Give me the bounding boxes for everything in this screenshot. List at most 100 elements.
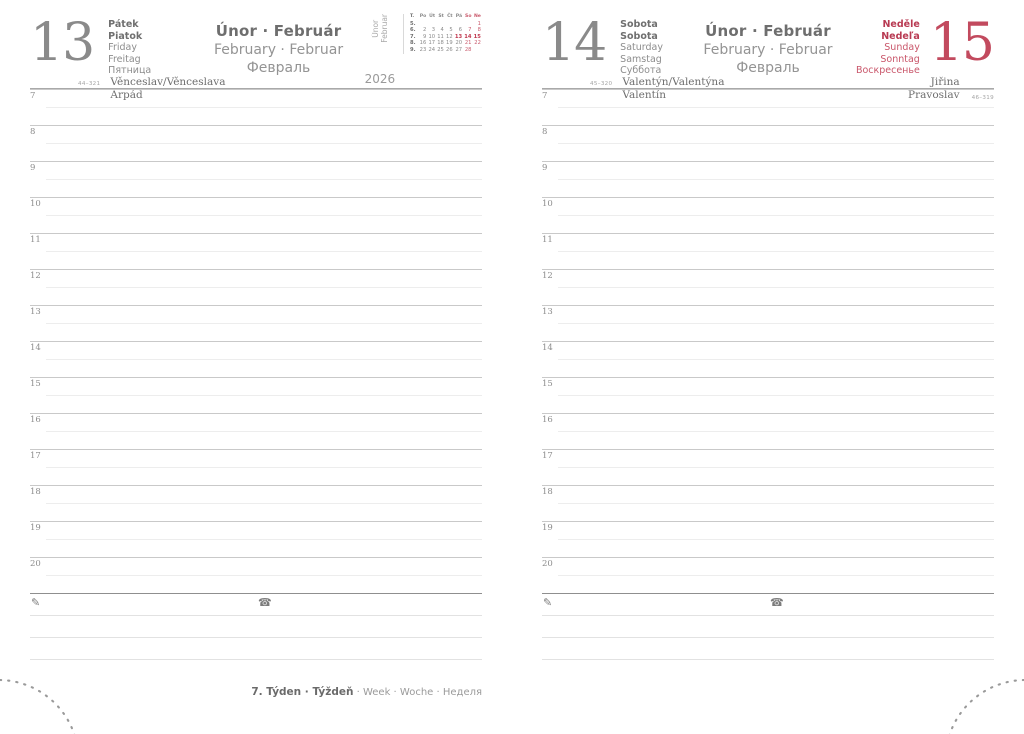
mini-day-cell: 27 (455, 47, 463, 54)
hour-row[interactable]: 8 (542, 125, 994, 161)
notes-cell-memo-left[interactable]: ✎ (30, 594, 256, 615)
notes-cell-phone-right[interactable]: ☎ (768, 594, 994, 615)
weekday-sk: Piatok (108, 30, 143, 42)
day-header-friday: 13 Pátek Piatok Friday Freitag Пятница Ú… (0, 0, 512, 101)
half-hour-rule (558, 431, 994, 432)
mini-day-cell (463, 21, 472, 28)
notes-cell-phone-right[interactable] (768, 660, 994, 681)
mini-day-cell: 16 (419, 40, 427, 47)
weekday-names-15: Neděle Nedeľa Sunday Sonntag Воскресенье (836, 14, 920, 77)
page-left: 13 Pátek Piatok Friday Freitag Пятница Ú… (0, 0, 512, 734)
hour-row[interactable]: 11 (542, 233, 994, 269)
notes-block-left[interactable]: ✎ ☎ (30, 593, 482, 681)
notes-cell-phone-right[interactable] (768, 638, 994, 659)
hour-label: 19 (542, 523, 553, 533)
notes-cell-memo-right[interactable]: ✎ (542, 594, 768, 615)
mini-calendar-week-row: 8. 16 17 18 19 20 21 22 (409, 40, 482, 47)
hour-label: 15 (30, 379, 41, 389)
half-hour-rule (46, 143, 482, 144)
notes-cell-memo-left[interactable] (30, 616, 256, 637)
hour-row[interactable]: 7 (542, 89, 994, 125)
notes-row[interactable]: ✎ ☎ (30, 594, 482, 616)
hour-row[interactable]: 20 (30, 557, 482, 593)
weekday-ru: Суббота (620, 65, 662, 76)
month-title-right: Únor · Február February · Februar Феврал… (700, 14, 836, 76)
week-footer-left: 7. Týden · Týždeň · Week · Woche · Недел… (30, 686, 482, 698)
mini-week-number: 7. (409, 33, 416, 40)
notes-cell-phone-left[interactable]: ☎ (256, 594, 482, 615)
hour-row[interactable]: 11 (30, 233, 482, 269)
hour-rule (30, 269, 482, 270)
hour-row[interactable]: 7 (30, 89, 482, 125)
notes-row[interactable] (542, 616, 994, 638)
weekday-en: Sunday (884, 42, 920, 53)
hour-label: 9 (30, 163, 36, 173)
hour-row[interactable]: 19 (542, 521, 994, 557)
mini-calendar-table: T. Po Út St Čt Pá So Ne 5. 1 6. 2 3 4 5 6 7 8 7. 9 1… (409, 14, 482, 54)
hour-row[interactable]: 14 (30, 341, 482, 377)
hour-row[interactable]: 17 (30, 449, 482, 485)
hour-grid-right[interactable]: 7 8 9 10 11 12 13 14 15 16 17 18 19 20 (542, 89, 994, 593)
hour-row[interactable]: 16 (30, 413, 482, 449)
hour-row[interactable]: 13 (542, 305, 994, 341)
notes-row[interactable]: ✎ ☎ (542, 594, 994, 616)
notes-cell-memo-right[interactable] (542, 638, 768, 659)
hour-rule (542, 413, 994, 414)
notes-row[interactable] (30, 638, 482, 660)
hour-label: 7 (30, 91, 36, 101)
half-hour-rule (46, 431, 482, 432)
notes-row[interactable] (542, 660, 994, 681)
mini-day-cell: 28 (464, 47, 472, 54)
hour-row[interactable]: 20 (542, 557, 994, 593)
half-hour-rule (46, 539, 482, 540)
hour-row[interactable]: 9 (30, 161, 482, 197)
mini-day-cell: 11 (437, 33, 444, 40)
notes-block-right[interactable]: ✎ ☎ (542, 593, 994, 681)
half-hour-rule (46, 287, 482, 288)
hour-row[interactable]: 10 (30, 197, 482, 233)
notes-cell-phone-right[interactable] (768, 616, 994, 637)
hour-row[interactable]: 12 (542, 269, 994, 305)
notes-row[interactable] (30, 616, 482, 638)
hour-rule (30, 341, 482, 342)
hour-label: 13 (30, 307, 41, 317)
hour-row[interactable]: 9 (542, 161, 994, 197)
hour-rule (30, 161, 482, 162)
mini-day-cell: 14 (464, 33, 472, 40)
half-hour-rule (558, 323, 994, 324)
notes-cell-memo-right[interactable] (542, 616, 768, 637)
hour-row[interactable]: 14 (542, 341, 994, 377)
hour-label: 12 (542, 271, 553, 281)
hour-row[interactable]: 10 (542, 197, 994, 233)
hour-grid-left[interactable]: 7 8 9 10 11 12 13 14 15 16 17 18 19 20 (30, 89, 482, 593)
hour-row[interactable]: 18 (30, 485, 482, 521)
hour-row[interactable]: 15 (30, 377, 482, 413)
notes-cell-memo-left[interactable] (30, 660, 256, 681)
notes-row[interactable] (30, 660, 482, 681)
notes-cell-memo-right[interactable] (542, 660, 768, 681)
mini-day-cell: 20 (455, 40, 463, 47)
hour-row[interactable]: 12 (30, 269, 482, 305)
mini-day-cell: 1 (477, 20, 481, 27)
notes-cell-memo-left[interactable] (30, 638, 256, 659)
hour-row[interactable]: 17 (542, 449, 994, 485)
notes-cell-phone-left[interactable] (256, 616, 482, 637)
hour-row[interactable]: 18 (542, 485, 994, 521)
hour-row[interactable]: 19 (30, 521, 482, 557)
mini-day-cell (436, 21, 445, 28)
notes-row[interactable] (542, 638, 994, 660)
notes-cell-phone-left[interactable] (256, 638, 482, 659)
nameday-13: Věnceslav/Věnceslava Arpád (110, 76, 225, 101)
hour-row[interactable]: 13 (30, 305, 482, 341)
page-right: 14 Sobota Sobota Saturday Samstag Суббот… (512, 0, 1024, 734)
mini-day-cell: 21 (464, 40, 472, 47)
hour-row[interactable]: 15 (542, 377, 994, 413)
week-number-label: 7. Týden · Týždeň (251, 686, 354, 698)
hour-row[interactable]: 16 (542, 413, 994, 449)
notes-cell-phone-left[interactable] (256, 660, 482, 681)
hour-row[interactable]: 8 (30, 125, 482, 161)
day-header-saturday-sunday: 14 Sobota Sobota Saturday Samstag Суббот… (512, 0, 1024, 101)
half-hour-rule (558, 539, 994, 540)
hour-label: 9 (542, 163, 548, 173)
hour-rule (542, 377, 994, 378)
